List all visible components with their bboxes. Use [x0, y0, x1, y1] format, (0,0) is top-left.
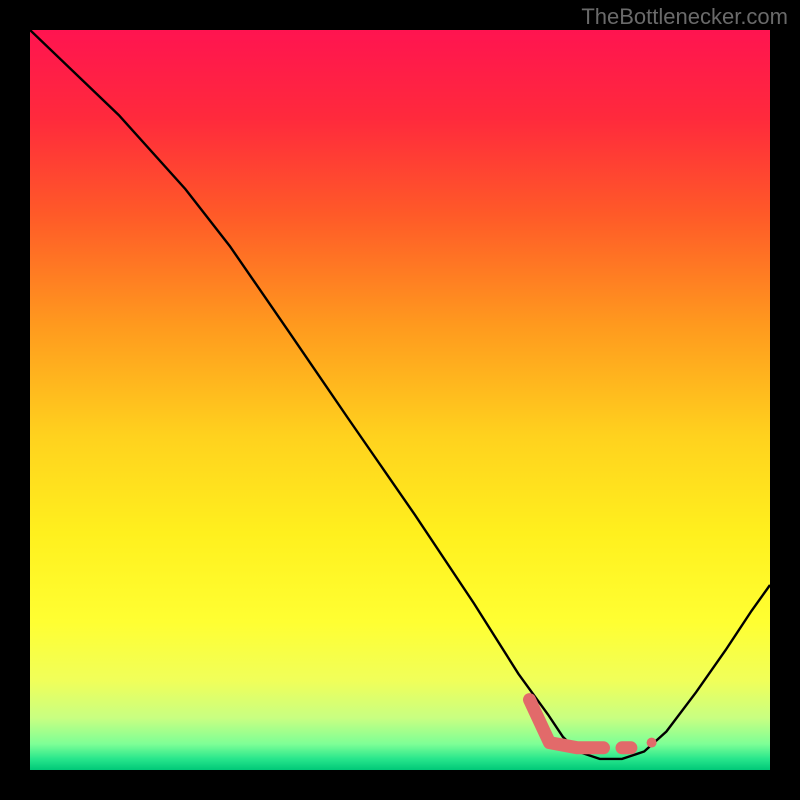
chart-plot-area [30, 30, 770, 770]
marker-segment [530, 700, 604, 748]
bottleneck-curve [30, 30, 770, 759]
chart-lines-layer [30, 30, 770, 770]
watermark-text: TheBottlenecker.com [581, 4, 788, 30]
marker-dot [647, 738, 657, 748]
optimal-range-marker [530, 700, 657, 748]
